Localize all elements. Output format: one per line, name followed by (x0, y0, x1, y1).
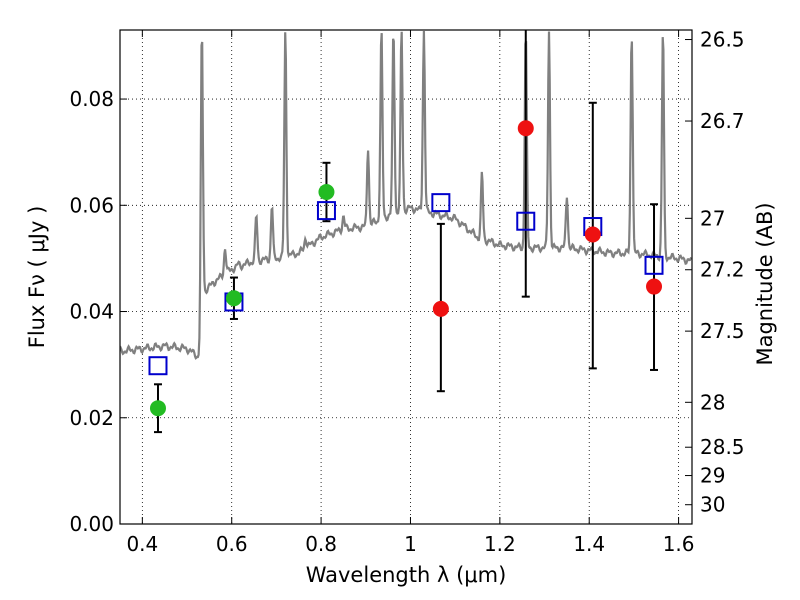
label-layer: 0.4 0.6 0.8 1 1.2 1.4 1.6 0.00 0.02 0.04 0.06 0.08 2… (69, 28, 744, 556)
y2-tick-label: 26.5 (700, 28, 745, 52)
tick-layer (120, 30, 692, 525)
green-data-point (149, 400, 166, 417)
blue-square-point (431, 193, 451, 213)
x-tick-label: 1.6 (663, 532, 695, 556)
grid-layer (120, 30, 692, 524)
red-data-point (432, 300, 449, 317)
blue-square-point (516, 211, 536, 231)
x-tick-label: 1 (404, 532, 417, 556)
spectrum-layer (120, 30, 692, 360)
x-tick-label: 1.2 (484, 532, 516, 556)
y2-tick-label: 27.2 (700, 258, 745, 282)
red-data-point (646, 278, 663, 295)
y-axis-title: Flux Fν ( μJy ) (25, 206, 49, 349)
red-data-point (584, 226, 601, 243)
x-tick-label: 0.4 (126, 532, 158, 556)
y-tick-label: 0.02 (69, 406, 114, 430)
y-tick-label: 0.06 (69, 193, 114, 217)
red-data-point (517, 120, 534, 137)
marker-layer (148, 120, 664, 417)
y-tick-label: 0.04 (69, 300, 114, 324)
x-axis-title: Wavelength λ (μm) (306, 563, 507, 587)
green-data-point (225, 290, 242, 307)
y2-tick-label: 27 (700, 206, 725, 230)
plot-frame (119, 29, 693, 525)
spectrum-line (120, 30, 692, 360)
blue-square-point (316, 201, 336, 221)
y-tick-label: 0.00 (69, 512, 114, 536)
x-tick-label: 0.6 (216, 532, 248, 556)
y2-tick-label: 28.5 (700, 435, 745, 459)
x-tick-label: 0.8 (305, 532, 337, 556)
y2-tick-label: 27.5 (700, 319, 745, 343)
y2-tick-label: 29 (700, 464, 725, 488)
y2-tick-label: 26.7 (700, 109, 745, 133)
x-tick-label: 1.4 (573, 532, 605, 556)
y2-tick-label: 28 (700, 390, 725, 414)
green-data-point (318, 184, 335, 201)
y2-tick-label: 30 (700, 493, 725, 517)
blue-square-point (148, 356, 168, 376)
y2-axis-title: Magnitude (AB) (753, 202, 777, 365)
y-tick-label: 0.08 (69, 87, 114, 111)
blue-square-point (644, 255, 664, 275)
errorbar-layer (153, 30, 659, 434)
